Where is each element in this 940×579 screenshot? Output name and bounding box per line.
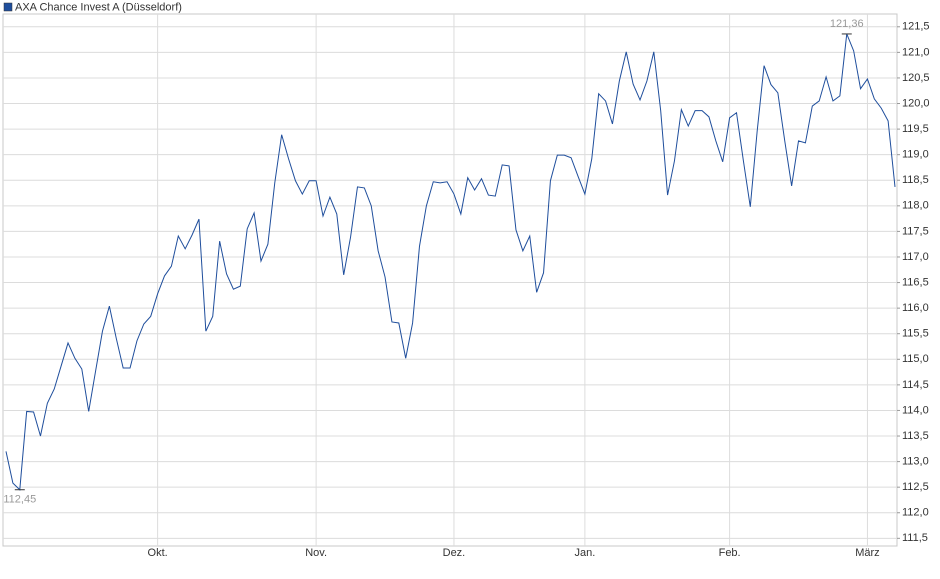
value-label: 121,36 [830,18,864,30]
y-tick-label: 115,5 [902,328,929,340]
x-tick-label: März [855,547,879,559]
y-tick-label: 116,5 [902,276,929,288]
x-tick-label: Nov. [305,547,327,559]
plot-frame [2,13,898,547]
y-tick-label: 120,0 [902,97,930,109]
x-tick-label: Okt. [148,547,168,559]
y-tick-label: 119,5 [902,123,929,135]
y-tick-label: 120,5 [902,72,930,84]
y-tick-label: 119,0 [902,149,929,161]
x-tick-label: Jan. [574,547,595,559]
y-tick-label: 114,5 [902,379,929,391]
y-tick-label: 114,0 [902,404,929,416]
legend-swatch [3,2,13,12]
y-tick-label: 118,5 [902,174,929,186]
y-tick-label: 118,0 [902,200,929,212]
y-tick-label: 117,0 [902,251,929,263]
y-tick-label: 115,0 [902,353,929,365]
y-tick-label: 112,0 [902,507,929,519]
y-tick-label: 121,0 [902,46,930,58]
x-tick-label: Feb. [719,547,741,559]
y-tick-label: 111,5 [902,532,928,544]
y-tick-label: 113,0 [902,456,929,468]
value-label: 112,45 [3,494,36,506]
y-tick-label: 117,5 [902,225,929,237]
x-tick-label: Dez. [443,547,466,559]
y-tick-label: 112,5 [902,481,929,493]
legend-label: AXA Chance Invest A (Düsseldorf) [15,1,182,13]
y-tick-label: 121,5 [902,21,930,33]
y-tick-label: 113,5 [902,430,929,442]
y-tick-label: 116,0 [902,302,929,314]
series-line [5,33,896,491]
